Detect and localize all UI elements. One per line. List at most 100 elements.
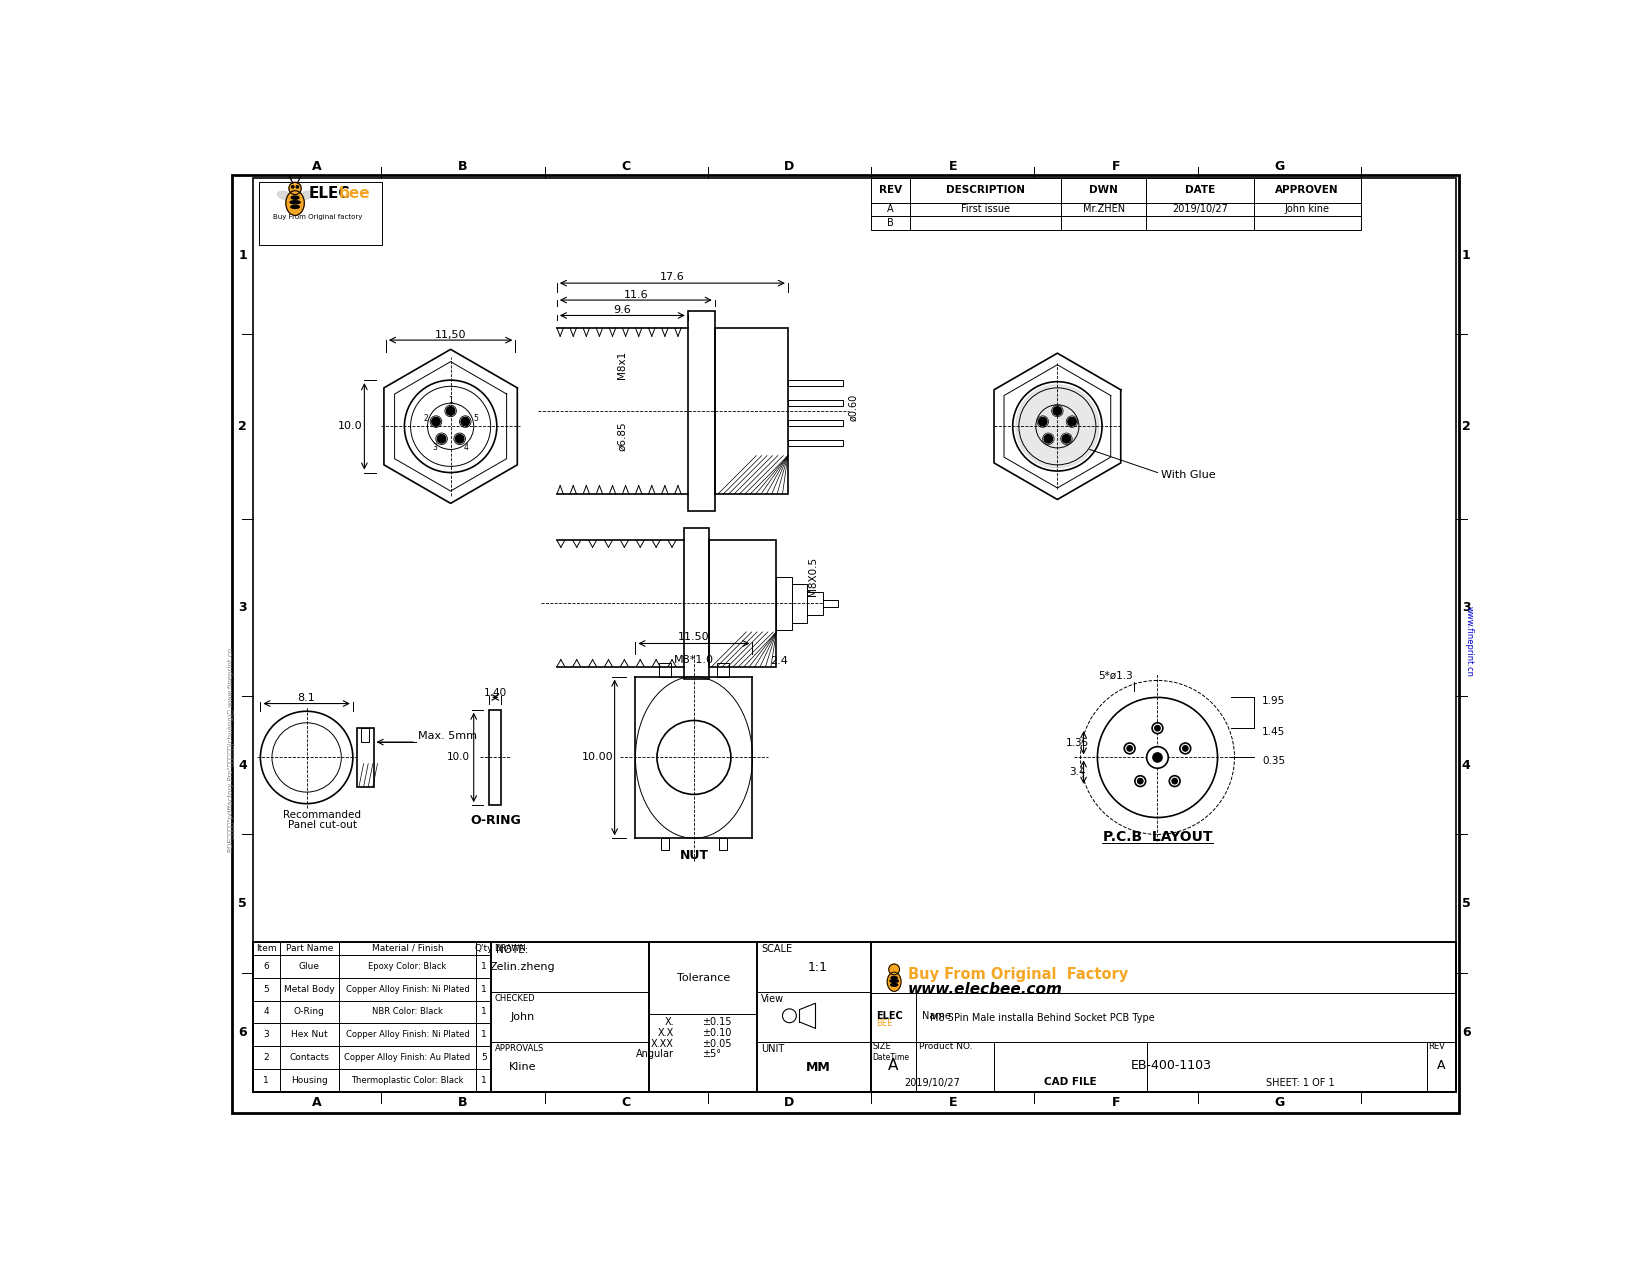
- Text: Housing: Housing: [290, 1076, 328, 1085]
- Text: 5: 5: [474, 414, 478, 423]
- Text: C: C: [622, 1096, 630, 1109]
- Text: 1: 1: [264, 1076, 269, 1085]
- Text: Item: Item: [256, 944, 277, 952]
- Text: REV: REV: [879, 185, 903, 195]
- Text: ELEC: ELEC: [309, 186, 350, 201]
- Text: Thermoplastic Color: Black: Thermoplastic Color: Black: [351, 1076, 464, 1085]
- Circle shape: [1180, 743, 1191, 754]
- Text: B: B: [459, 161, 467, 173]
- Text: 1.35: 1.35: [1066, 738, 1089, 748]
- Circle shape: [1053, 407, 1061, 416]
- Text: 10.0: 10.0: [447, 752, 470, 762]
- Text: Material / Finish: Material / Finish: [371, 944, 444, 952]
- Text: 5: 5: [1462, 898, 1470, 910]
- Text: Q'ty: Q'ty: [475, 944, 493, 952]
- Text: DESCRIPTION: DESCRIPTION: [945, 185, 1025, 195]
- Circle shape: [1038, 417, 1048, 426]
- Bar: [757, 942, 871, 1093]
- Text: DateTime: DateTime: [873, 1053, 909, 1062]
- Text: Recommanded: Recommanded: [284, 810, 361, 820]
- Bar: [822, 599, 838, 607]
- Text: CHECKED: CHECKED: [495, 994, 535, 1003]
- Text: ELEC: ELEC: [876, 1011, 903, 1020]
- Text: B: B: [888, 218, 894, 228]
- Text: 4: 4: [464, 442, 469, 453]
- Circle shape: [1127, 746, 1132, 751]
- Text: O-Ring: O-Ring: [294, 1007, 325, 1016]
- Ellipse shape: [290, 196, 299, 199]
- Bar: [789, 400, 843, 407]
- Text: DATE: DATE: [1185, 185, 1214, 195]
- Text: D: D: [784, 161, 795, 173]
- Circle shape: [460, 417, 470, 426]
- Ellipse shape: [299, 191, 312, 199]
- Text: Product NO.: Product NO.: [919, 1043, 972, 1052]
- Text: Hex Nut: Hex Nut: [290, 1030, 328, 1039]
- Text: First issue: First issue: [960, 204, 1010, 214]
- Circle shape: [289, 182, 302, 195]
- Text: 1: 1: [480, 961, 487, 970]
- Text: G: G: [1274, 1096, 1284, 1109]
- Text: 3: 3: [238, 601, 248, 613]
- Text: A: A: [312, 161, 322, 173]
- Text: 5: 5: [480, 1053, 487, 1062]
- Text: A: A: [888, 204, 894, 214]
- Bar: [252, 942, 1457, 1093]
- Text: Copper Alloy Finish: Au Plated: Copper Alloy Finish: Au Plated: [345, 1053, 470, 1062]
- Text: M8x1: M8x1: [617, 351, 627, 380]
- Ellipse shape: [277, 191, 290, 199]
- Text: John kine: John kine: [1285, 204, 1330, 214]
- Circle shape: [432, 417, 441, 426]
- Text: G: G: [1274, 161, 1284, 173]
- Text: 2019/10/27: 2019/10/27: [1172, 204, 1228, 214]
- Bar: [789, 440, 843, 446]
- Text: A: A: [312, 1096, 322, 1109]
- Text: MM: MM: [805, 1061, 830, 1074]
- Circle shape: [297, 186, 299, 187]
- Bar: [658, 663, 672, 677]
- Text: CAD FILE: CAD FILE: [1044, 1076, 1097, 1086]
- Text: Contacts: Contacts: [289, 1053, 330, 1062]
- Text: M8 5Pin Male installa Behind Socket PCB Type: M8 5Pin Male installa Behind Socket PCB …: [931, 1012, 1155, 1023]
- Circle shape: [1147, 747, 1168, 769]
- Text: 1: 1: [238, 250, 248, 263]
- Text: Tolerance: Tolerance: [676, 973, 729, 983]
- Text: 3: 3: [264, 1030, 269, 1039]
- Text: 1: 1: [480, 1076, 487, 1085]
- Text: PDF文件使用"pdffactory Pro"試用版本創(chuàng)建 www.fineprint.cn: PDF文件使用"pdffactory Pro"試用版本創(chuàng)建 ww…: [228, 648, 236, 852]
- Text: Angular: Angular: [635, 1049, 673, 1060]
- Text: 1.45: 1.45: [1262, 727, 1285, 737]
- Text: www.elecbee.com: www.elecbee.com: [908, 982, 1063, 997]
- Text: Part Name: Part Name: [285, 944, 333, 952]
- Text: 2: 2: [238, 419, 248, 432]
- Text: 5*ø1.3: 5*ø1.3: [1097, 671, 1132, 681]
- Text: 6: 6: [264, 961, 269, 970]
- Text: View: View: [761, 994, 784, 1005]
- Text: 8.1: 8.1: [297, 694, 315, 703]
- Bar: [259, 182, 383, 245]
- Text: F: F: [1112, 161, 1120, 173]
- Text: 11,50: 11,50: [436, 330, 467, 339]
- Text: NBR Color: Black: NBR Color: Black: [371, 1007, 442, 1016]
- Text: B: B: [459, 1096, 467, 1109]
- Text: ø0.60: ø0.60: [848, 394, 858, 421]
- Bar: [252, 942, 492, 1093]
- Text: DRAWN: DRAWN: [495, 944, 526, 952]
- Text: Buy From Original  Factory: Buy From Original Factory: [908, 966, 1129, 982]
- Circle shape: [1137, 779, 1143, 784]
- Circle shape: [292, 186, 294, 187]
- Circle shape: [1124, 743, 1135, 754]
- Text: DWN: DWN: [1089, 185, 1119, 195]
- Circle shape: [1172, 779, 1178, 784]
- Bar: [871, 993, 916, 1043]
- Circle shape: [1170, 775, 1180, 787]
- Bar: [718, 663, 729, 677]
- Text: X.X: X.X: [658, 1028, 673, 1038]
- Text: E: E: [949, 1096, 957, 1109]
- Text: Epoxy Color: Black: Epoxy Color: Black: [368, 961, 447, 970]
- Text: 6: 6: [1462, 1026, 1470, 1039]
- Text: 1.95: 1.95: [1262, 696, 1285, 706]
- Text: 2019/10/27: 2019/10/27: [904, 1079, 960, 1088]
- Bar: [488, 710, 502, 806]
- Text: 1: 1: [1462, 250, 1470, 263]
